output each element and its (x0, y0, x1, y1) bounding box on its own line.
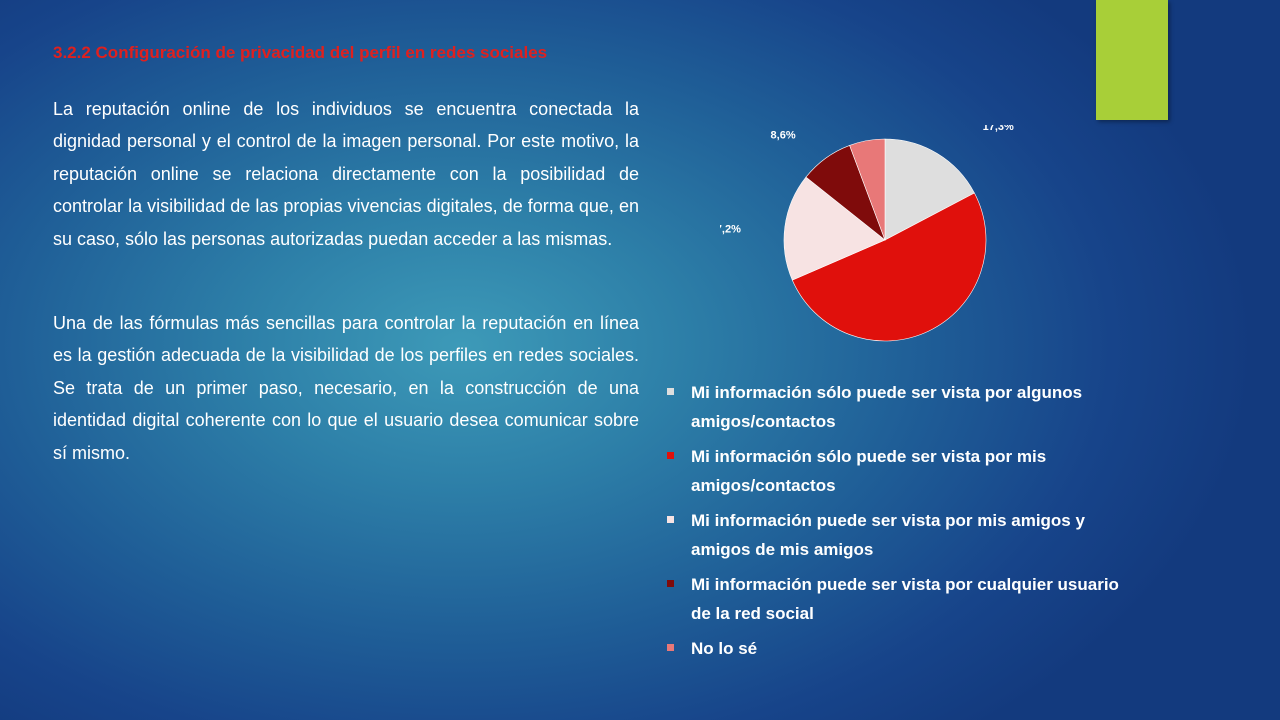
legend-label-5: No lo sé (691, 639, 758, 658)
legend-item-4: Mi información puede ser vista por cualq… (664, 570, 1134, 628)
paragraph-reputation: La reputación online de los individuos s… (53, 99, 639, 249)
pie-slice-5 (849, 138, 886, 241)
pie-slice-2 (791, 192, 987, 342)
legend-swatch-2 (667, 452, 674, 459)
pie-slice-1 (884, 138, 975, 241)
chart-legend: Mi información sólo puede ser vista por … (664, 378, 1134, 663)
pie-slice-3 (783, 176, 886, 281)
legend-label-1: Mi información sólo puede ser vista por … (691, 383, 1083, 431)
legend-swatch-4 (667, 580, 674, 587)
legend-item-2: Mi información sólo puede ser vista por … (664, 442, 1134, 500)
pie-chart: 17,3%51,2%17,2%8,6% (720, 125, 1014, 342)
pie-data-label-3: 17,2% (720, 224, 741, 236)
legend-swatch-3 (667, 516, 674, 523)
legend-label-4: Mi información puede ser vista por cualq… (691, 575, 1119, 623)
legend-item-1: Mi información sólo puede ser vista por … (664, 378, 1134, 436)
legend-swatch-1 (667, 388, 674, 395)
legend-item-5: No lo sé (664, 634, 1134, 663)
paragraph-visibility: Una de las fórmulas más sencillas para c… (53, 313, 639, 463)
slide-title: 3.2.2 Configuración de privacidad del pe… (53, 43, 548, 62)
pie-data-label-1: 17,3% (983, 125, 1014, 133)
pie-data-label-4: 8,6% (771, 129, 796, 141)
legend-label-2: Mi información sólo puede ser vista por … (691, 447, 1047, 495)
legend-item-3: Mi información puede ser vista por mis a… (664, 506, 1134, 564)
legend-label-3: Mi información puede ser vista por mis a… (691, 511, 1085, 559)
legend-swatch-5 (667, 644, 674, 651)
accent-bar (1096, 0, 1168, 120)
